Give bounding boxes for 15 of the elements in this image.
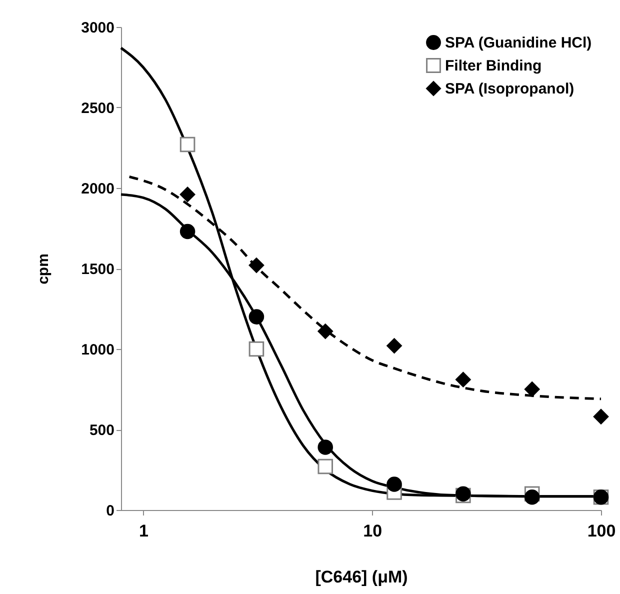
x-tick-label: 1 — [138, 522, 148, 540]
legend-label: SPA (Guanidine HCl) — [445, 34, 592, 52]
y-tick-label: 2000 — [81, 180, 114, 198]
y-axis-title: cpm — [35, 254, 52, 284]
x-tick-label: 10 — [363, 522, 382, 540]
y-tick-label: 2500 — [81, 100, 114, 117]
y-tick-label: 3000 — [81, 20, 114, 36]
legend-label: SPA (Isopropanol) — [445, 80, 574, 98]
y-tick-label: 500 — [89, 422, 114, 439]
y-tick-label: 1000 — [81, 342, 114, 358]
y-tick-label: 0 — [106, 502, 114, 520]
legend-label: Filter Binding — [445, 58, 542, 74]
x-axis-title: [C646] (μM) — [315, 568, 408, 586]
x-tick-label: 100 — [587, 522, 616, 540]
y-tick-label: 1500 — [81, 261, 114, 278]
